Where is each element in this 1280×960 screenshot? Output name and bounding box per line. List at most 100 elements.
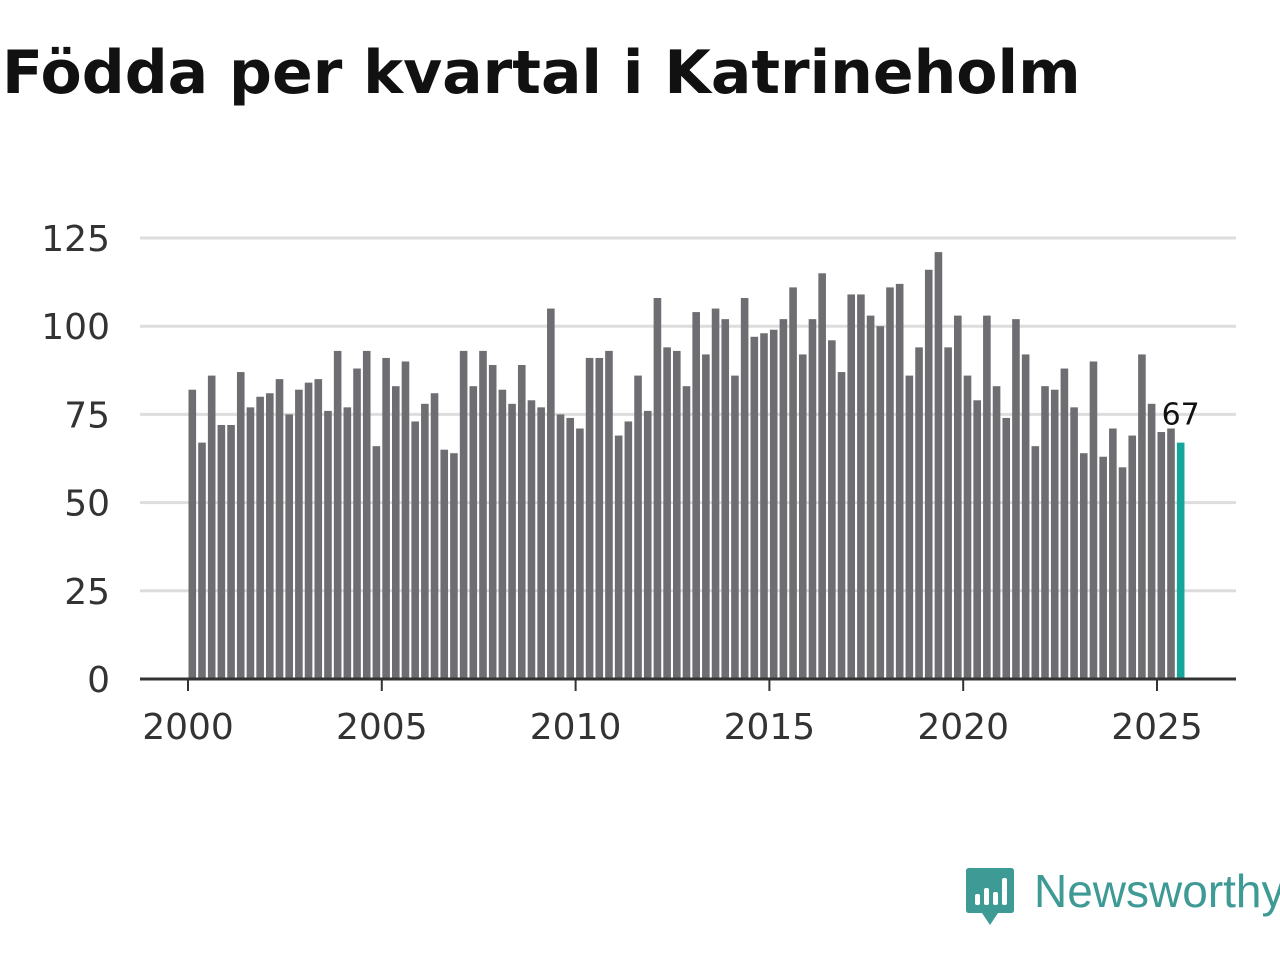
x-tick-label: 2025 <box>1111 707 1203 748</box>
bar <box>934 252 943 679</box>
bar <box>614 435 623 679</box>
page-title: Födda per kvartal i Katrineholm <box>2 38 1081 108</box>
bar <box>605 350 613 679</box>
bar <box>1060 368 1069 679</box>
bar <box>1012 319 1020 679</box>
bar <box>479 350 487 679</box>
y-tick-label: 0 <box>87 660 110 701</box>
bar <box>837 372 846 679</box>
bar <box>954 315 962 679</box>
bar <box>236 372 245 679</box>
bar <box>682 386 691 679</box>
brand-name: Newsworthy <box>1034 865 1280 917</box>
bar <box>1002 417 1011 679</box>
bar <box>895 283 904 679</box>
bar <box>779 319 788 679</box>
bar <box>285 414 293 679</box>
bar <box>382 357 390 679</box>
bar <box>1109 428 1117 679</box>
bar <box>411 421 419 679</box>
bar <box>469 386 478 679</box>
bar <box>1147 403 1156 679</box>
bar <box>343 407 352 679</box>
bar <box>808 319 817 679</box>
brand-logo: Newsworthy <box>964 865 1280 930</box>
bar <box>450 453 458 679</box>
bar <box>924 269 933 679</box>
bar <box>1138 354 1146 679</box>
bar <box>1041 386 1049 679</box>
bar <box>1031 446 1040 679</box>
bar <box>508 403 516 679</box>
bar <box>663 347 671 679</box>
bar <box>963 375 972 679</box>
bar <box>362 350 371 679</box>
bar <box>256 396 264 679</box>
bar <box>275 379 284 679</box>
bar <box>266 393 274 679</box>
bar <box>983 315 991 679</box>
bar <box>314 379 323 679</box>
bar <box>1099 456 1107 679</box>
bar <box>1167 428 1175 679</box>
bar <box>876 326 885 679</box>
bar <box>1079 453 1088 679</box>
bar <box>750 336 759 679</box>
bar <box>498 389 507 679</box>
bar <box>566 417 575 679</box>
bar <box>576 428 584 679</box>
x-tick-label: 2000 <box>142 707 234 748</box>
bar <box>188 389 197 679</box>
newsworthy-logo-icon <box>966 868 1014 925</box>
bars <box>188 252 1185 679</box>
y-tick-label: 50 <box>64 484 110 525</box>
bar <box>711 308 720 679</box>
bar <box>702 354 710 679</box>
y-tick-label: 100 <box>41 307 110 348</box>
bar <box>401 361 410 679</box>
bar <box>1050 389 1059 679</box>
bar <box>847 294 856 679</box>
bar-highlight <box>1176 442 1185 679</box>
bar <box>391 386 400 679</box>
bar <box>915 347 923 679</box>
bar <box>556 414 565 679</box>
bar <box>198 442 206 679</box>
bar <box>353 368 361 679</box>
bar <box>207 375 216 679</box>
bar <box>421 403 429 679</box>
bar <box>459 350 468 679</box>
bar <box>595 357 604 679</box>
bar <box>857 294 865 679</box>
bar <box>789 287 797 679</box>
bar <box>527 400 536 679</box>
bar <box>692 312 700 679</box>
y-tick-label: 75 <box>64 395 110 436</box>
bar <box>673 350 681 679</box>
bar <box>740 297 749 679</box>
bar <box>731 375 739 679</box>
bar <box>246 407 255 679</box>
bar <box>517 365 526 679</box>
x-tick-label: 2010 <box>530 707 622 748</box>
bar <box>217 424 226 679</box>
bar <box>1128 435 1137 679</box>
bar <box>488 365 497 679</box>
bar <box>866 315 875 679</box>
bar <box>992 386 1001 679</box>
x-tick-label: 2015 <box>724 707 816 748</box>
bar <box>1157 432 1166 679</box>
y-tick-label: 25 <box>64 572 110 613</box>
bar <box>324 410 332 679</box>
bar <box>440 449 449 679</box>
bar <box>886 287 894 679</box>
bar <box>818 273 826 679</box>
x-tick-label: 2005 <box>336 707 428 748</box>
bar <box>333 350 342 679</box>
bar <box>304 382 313 679</box>
bar <box>944 347 952 679</box>
bar <box>721 319 730 679</box>
bar <box>547 308 555 679</box>
bar <box>760 333 768 679</box>
bar <box>634 375 642 679</box>
